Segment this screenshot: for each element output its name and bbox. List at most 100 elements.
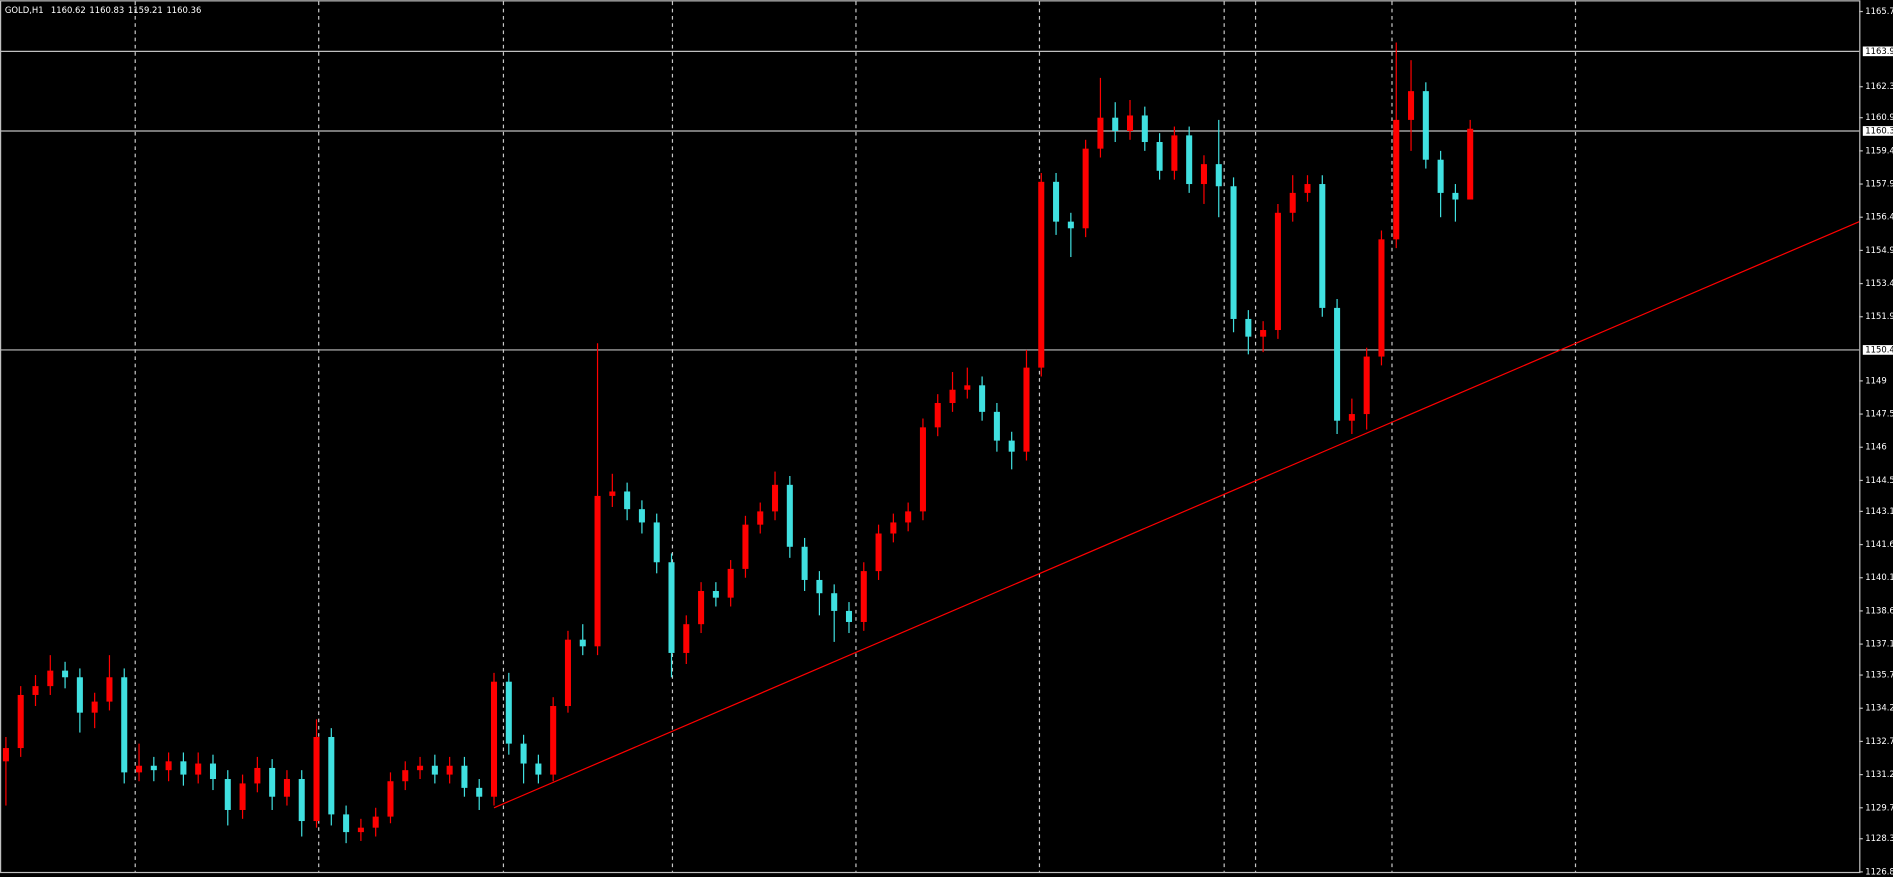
y-tick-label: 1157.9	[1865, 179, 1893, 189]
candle-body	[298, 779, 305, 822]
candle-body	[254, 767, 261, 784]
y-tick-label: 1137.1	[1865, 639, 1893, 649]
candle-body	[1215, 164, 1222, 187]
y-tick-label: 1134.2	[1865, 703, 1893, 713]
candle-body	[1260, 330, 1267, 337]
candle-body	[239, 783, 246, 810]
candle-body	[919, 427, 926, 512]
candle-body	[1274, 212, 1281, 331]
candle-body	[905, 511, 912, 523]
y-tick-label: 1143.1	[1865, 506, 1893, 516]
candle-body	[845, 610, 853, 622]
candle-body	[949, 389, 956, 404]
candle-body	[1171, 135, 1178, 171]
candle-body	[683, 624, 690, 653]
candle-body	[609, 491, 616, 496]
candle-body	[801, 546, 808, 580]
y-tick-label: 1149	[1865, 375, 1886, 385]
candle-body	[712, 591, 719, 598]
trendline	[493, 221, 1860, 809]
quote-high: 1160.83	[89, 4, 124, 14]
candle-body	[1053, 181, 1060, 222]
candle-body	[624, 491, 631, 510]
y-tick-label: 1153.4	[1865, 278, 1893, 288]
candle-body	[550, 706, 557, 775]
candle-body	[860, 571, 867, 622]
price-label: 1150.4	[1865, 344, 1893, 354]
candle-body	[372, 816, 379, 828]
candle-body	[1023, 367, 1030, 452]
quote-open: 1160.62	[51, 4, 86, 14]
y-tick-label: 1162.3	[1865, 81, 1893, 91]
quote-low: 1159.21	[128, 4, 163, 14]
y-tick-label: 1129.7	[1865, 802, 1893, 812]
y-tick-label: 1141.6	[1865, 539, 1893, 549]
candle-body	[698, 591, 705, 625]
candle-body	[1348, 414, 1355, 421]
candle-body	[195, 763, 202, 775]
candle-body	[1156, 142, 1163, 171]
y-tick-label: 1135.7	[1865, 670, 1893, 680]
candle-body	[1422, 91, 1429, 160]
y-tick-label: 1138.6	[1865, 605, 1893, 615]
candle-body	[1452, 192, 1459, 200]
candle-body	[269, 767, 276, 797]
candle-body	[742, 524, 749, 569]
y-tick-label: 1132.7	[1865, 736, 1893, 746]
candle-body	[91, 701, 98, 713]
time-grid	[134, 1, 1577, 872]
candle-body	[417, 765, 424, 771]
candle-body	[76, 677, 83, 713]
candle-body	[1186, 135, 1193, 185]
candle-body	[150, 765, 157, 771]
candle-body	[1230, 186, 1237, 319]
candle-body	[313, 736, 320, 822]
candle-body	[328, 736, 335, 815]
candle-body	[1334, 307, 1341, 421]
candle-body	[224, 779, 231, 810]
candle-body	[136, 765, 143, 773]
y-tick-label: 1160.9	[1865, 112, 1893, 122]
candle-body	[461, 765, 468, 788]
candle-body	[505, 681, 512, 744]
candle-body	[1304, 184, 1311, 193]
candle-body	[772, 484, 779, 512]
candle-body	[1141, 115, 1148, 143]
candle-body	[209, 763, 217, 780]
y-tick-label: 1144.5	[1865, 475, 1893, 485]
candle-body	[490, 681, 498, 797]
y-tick-label: 1154.9	[1865, 245, 1893, 255]
candle-body	[165, 761, 172, 771]
candle-body	[875, 533, 882, 572]
candle-body	[1038, 181, 1045, 368]
y-tick-label: 1146	[1865, 442, 1886, 452]
candle-body	[32, 686, 39, 695]
y-tick-label: 1147.5	[1865, 409, 1893, 419]
candle-body	[757, 511, 764, 525]
candle-body	[1082, 148, 1089, 229]
candle-body	[402, 770, 409, 782]
candle-body	[668, 562, 675, 653]
plot-frame	[0, 0, 1861, 874]
candle-body	[1467, 128, 1474, 200]
candle-body	[890, 522, 897, 534]
candle-body	[1245, 318, 1252, 337]
candle-body	[1112, 117, 1119, 131]
candle-body	[180, 761, 187, 775]
candle-body	[62, 670, 69, 678]
candle-body	[1126, 115, 1134, 131]
candle-body	[1378, 239, 1385, 357]
candle-body	[106, 677, 113, 702]
candle-body	[2, 748, 9, 762]
candle-body	[121, 677, 128, 773]
candle-body	[579, 639, 586, 647]
candle-body	[831, 593, 838, 611]
candle-body	[934, 403, 941, 428]
y-tick-label: 1128.3	[1865, 833, 1893, 843]
chart-header: GOLD,H1 1160.62 1160.83 1159.21 1160.36	[5, 4, 202, 14]
candle-body	[357, 827, 364, 833]
candle-body	[387, 781, 394, 817]
price-label: 1160.3	[1865, 125, 1893, 135]
